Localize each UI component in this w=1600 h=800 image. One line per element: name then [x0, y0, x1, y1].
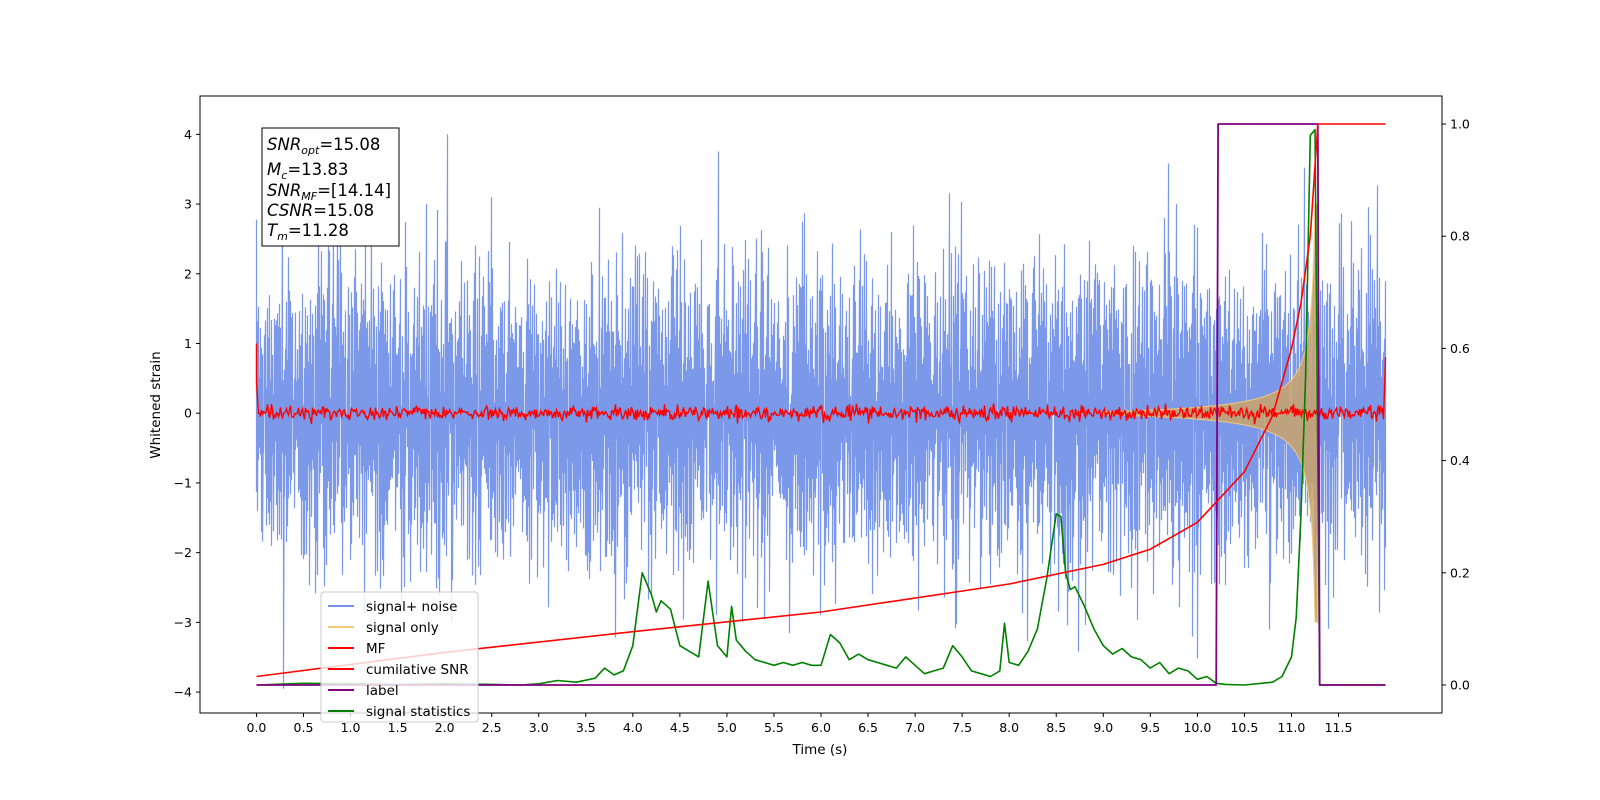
y-tick-label: 0	[184, 406, 192, 421]
x-axis-label: Time (s)	[792, 742, 848, 758]
x-tick-label: 2.5	[482, 720, 502, 735]
x-tick-label: 5.5	[764, 720, 784, 735]
x-tick-label: 8.5	[1046, 720, 1066, 735]
x-tick-label: 10.5	[1230, 720, 1258, 735]
stats-tm: Tm=11.28	[267, 221, 349, 243]
y-right-tick-label: 0.4	[1450, 453, 1470, 468]
stats-box: SNRopt=15.08 Mc=13.83 SNRMF=[14.14] CSNR…	[261, 127, 400, 247]
x-tick-label: 8.0	[999, 720, 1019, 735]
x-tick-label: 3.5	[576, 720, 596, 735]
series-signal-noise-line	[255, 134, 1387, 689]
y-tick-label: 1	[184, 336, 192, 351]
series-cumulative-snr-line	[256, 123, 1386, 678]
y-tick-label: −1	[174, 475, 192, 490]
y-axis-label: Whitened strain	[148, 351, 164, 458]
y-tick-label: −2	[174, 545, 192, 560]
x-tick-label: 7.0	[905, 720, 925, 735]
x-tick-label: 3.0	[529, 720, 549, 735]
series-label-line	[256, 123, 1386, 686]
y-axis-right: 1.0 0.8 0.6 0.4 0.2 0.0	[1442, 117, 1470, 692]
x-tick-label: 11.0	[1278, 720, 1306, 735]
legend-label: label	[366, 683, 399, 699]
series-layer	[255, 123, 1387, 689]
x-tick-label: 1.0	[341, 720, 361, 735]
legend: signal+ noise signal only MF cumilative SNR…	[320, 591, 479, 723]
series-signal-statistics-line	[256, 128, 1386, 686]
x-tick-label: 0.5	[294, 720, 314, 735]
x-tick-label: 0.0	[247, 720, 267, 735]
stats-mc: Mc=13.83	[267, 160, 348, 182]
y-tick-label: 2	[184, 266, 192, 281]
x-axis: 0.0 0.5 1.0 1.5 2.0 2.5 3.0 3.5 4.0 4.5 5.0 5.5 6.0 6…	[247, 713, 1353, 735]
stats-csnr: CSNR=15.08	[267, 201, 374, 220]
x-tick-label: 9.0	[1093, 720, 1113, 735]
stats-box-frame	[261, 127, 400, 247]
y-tick-label: −4	[174, 685, 192, 700]
x-tick-label: 10.0	[1183, 720, 1211, 735]
x-tick-label: 4.0	[623, 720, 643, 735]
x-tick-label: 4.5	[670, 720, 690, 735]
x-tick-label: 5.0	[717, 720, 737, 735]
x-tick-label: 1.5	[388, 720, 408, 735]
x-tick-label: 9.5	[1140, 720, 1160, 735]
y-right-tick-label: 0.0	[1450, 677, 1470, 692]
x-tick-label: 6.5	[858, 720, 878, 735]
legend-frame	[320, 591, 479, 723]
x-tick-label: 7.5	[952, 720, 972, 735]
stats-snr-mf: SNRMF=[14.14]	[267, 181, 391, 203]
legend-label: MF	[366, 641, 385, 657]
y-axis-left: 4 3 2 1 0 −1 −2 −3 −4	[174, 127, 200, 700]
y-right-tick-label: 0.6	[1450, 341, 1470, 356]
legend-label: cumilative SNR	[366, 662, 469, 678]
legend-label: signal+ noise	[366, 599, 457, 615]
x-tick-label: 11.5	[1325, 720, 1353, 735]
x-tick-label: 6.0	[811, 720, 831, 735]
x-tick-label: 2.0	[435, 720, 455, 735]
y-tick-label: 4	[184, 127, 192, 142]
legend-label: signal statistics	[366, 704, 470, 720]
y-right-tick-label: 0.2	[1450, 565, 1470, 580]
y-tick-label: 3	[184, 197, 192, 212]
y-right-tick-label: 0.8	[1450, 229, 1470, 244]
legend-items: signal+ noise signal only MF cumilative SNR…	[328, 599, 470, 720]
legend-label: signal only	[366, 620, 439, 636]
y-right-tick-label: 1.0	[1450, 117, 1470, 132]
series-mf-line	[255, 343, 1387, 425]
stats-snr-opt: SNRopt=15.08	[267, 135, 380, 157]
y-tick-label: −3	[174, 615, 192, 630]
